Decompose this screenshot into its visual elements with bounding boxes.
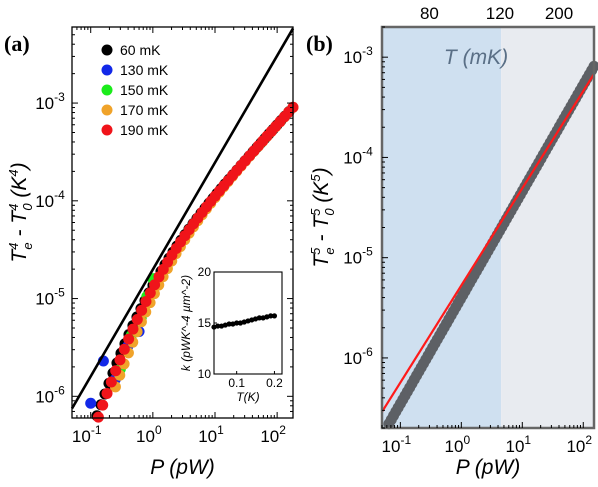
top-tick-label: 120 [486,4,514,23]
inset-y-tick-label: 20 [198,265,212,279]
legend-label: 150 mK [120,82,169,98]
data-point [114,354,126,366]
data-point [136,304,148,316]
x-tick-label: 10-1 [382,433,412,456]
inset-point [271,313,278,319]
legend-label: 190 mK [120,122,169,138]
legend-marker [101,64,113,76]
panel-b: 10-1 100 101 102 10-6 10-5 10-4 10-3 80 120 200 T (… [306,4,598,479]
fit-line [70,27,295,410]
inset-y-tick-label: 10 [198,367,212,381]
data-point [123,333,135,345]
inset-point [226,321,232,327]
legend-marker [101,104,113,116]
legend-marker [101,84,113,96]
data-point [140,295,152,307]
top-axis-title: T (mK) [444,46,508,69]
inset: 0.1 0.2 10 15 20 T(K) k (pWK^-4 µm^-2) [179,265,283,404]
legend-marker [101,124,113,136]
y-tick-label: 10-5 [35,286,65,309]
inset-point [215,323,221,329]
legend-marker [101,44,113,56]
x-tick-label: 101 [505,433,531,456]
series-190-mK [92,101,299,423]
inset-x-tick-label: 0.1 [228,376,245,390]
y-tick-label: 10-5 [343,245,373,268]
y-tick-label: 10-3 [35,90,65,113]
data-point [101,387,113,399]
data-point [127,323,139,335]
x-tick-label: 100 [445,433,471,456]
x-tick-label: 100 [136,423,162,446]
x-tick-label: 102 [260,423,286,446]
y-tick-label: 10-6 [343,345,373,368]
y-axis-title: T4e - T40 (K4) [6,162,35,262]
panel-label: (b) [306,31,333,56]
legend-label: 130 mK [120,62,169,78]
y-tick-label: 10-4 [343,144,373,167]
data-point [118,343,130,355]
inset-x-title: T(K) [236,390,259,404]
data-point [144,287,156,299]
inset-y-title: k (pWK^-4 µm^-2) [179,275,193,371]
data-point [85,397,97,409]
top-tick-label: 80 [420,4,439,23]
inset-point [268,313,274,319]
inset-point [256,315,262,321]
panel-label: (a) [4,31,30,56]
temperature-region [382,27,502,428]
y-tick-label: 10-3 [343,44,373,67]
fit-line [381,73,595,413]
data-point [92,411,104,423]
legend-label: 170 mK [120,102,169,118]
data-point [97,399,109,411]
inset-point [234,320,240,326]
y-axis-title: T5e - T50 (K5) [308,167,337,267]
legend-label: 60 mK [120,42,161,58]
y-tick-label: 10-4 [35,188,65,211]
x-tick-label: 101 [198,423,224,446]
panel-a: 10-1 100 101 102 10-6 10-5 10-4 10-3 P (pW) T4e -… [4,26,299,479]
inset-x-tick-label: 0.2 [266,376,283,390]
x-tick-label: 10-1 [72,423,102,446]
x-axis-title: P (pW) [456,456,521,479]
legend: 60 mK 130 mK 150 mK 170 mK 190 mK [101,42,169,138]
y-tick-label: 10-6 [35,383,65,406]
data-point [105,376,117,388]
data-point [131,314,143,326]
inset-y-tick-label: 15 [198,316,212,330]
top-tick-label: 200 [545,4,573,23]
x-axis-title: P (pW) [150,456,215,479]
x-tick-label: 102 [566,433,592,456]
data-point [110,365,122,377]
